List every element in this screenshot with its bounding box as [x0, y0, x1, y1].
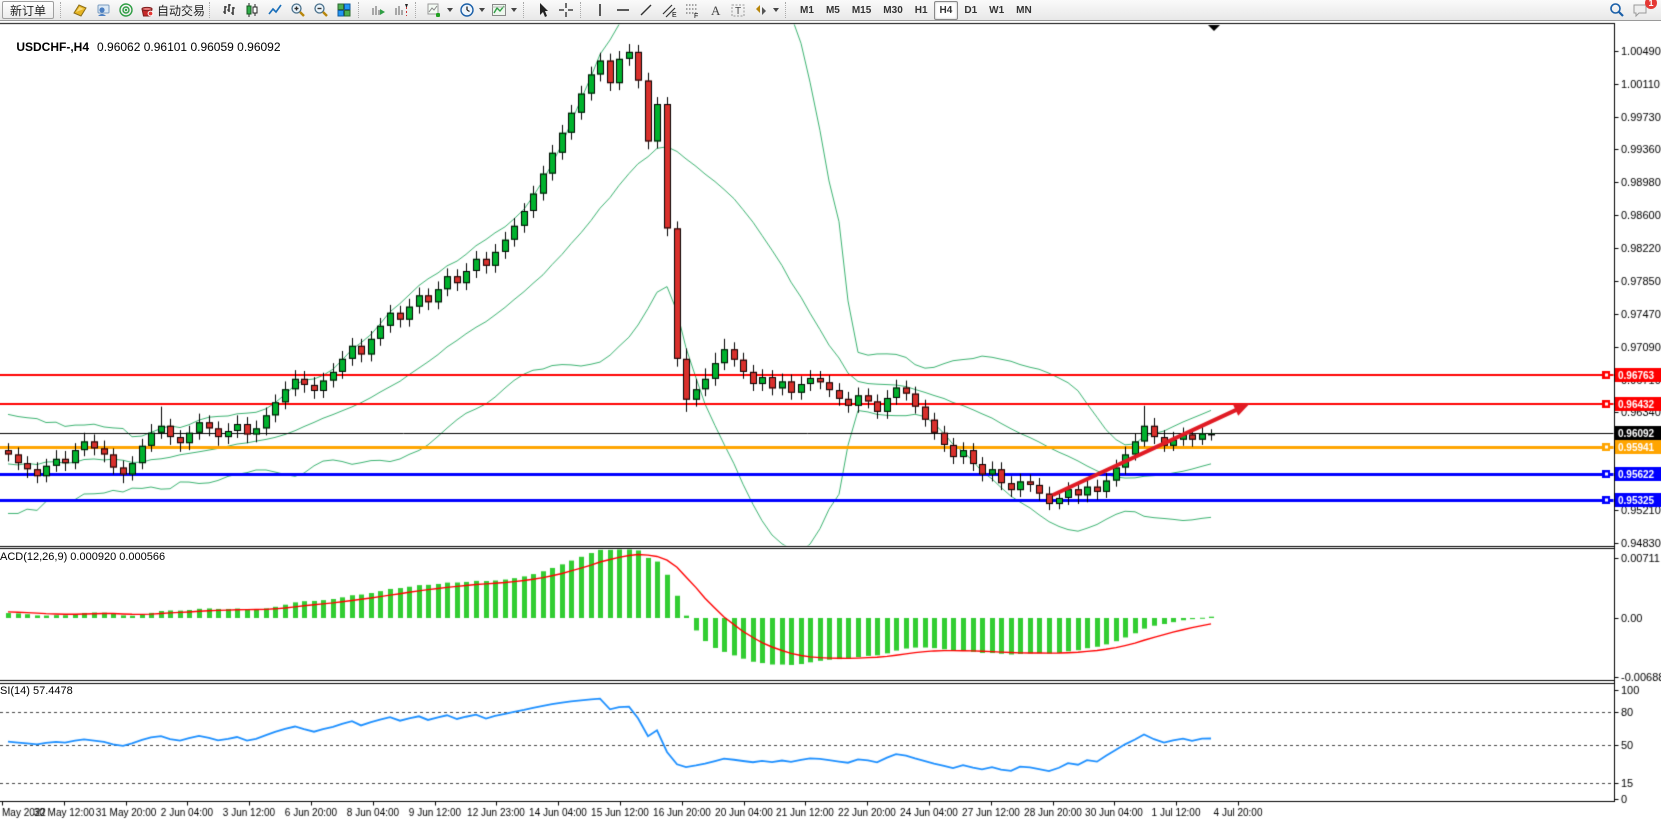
svg-text:E: E [672, 12, 677, 18]
line-chart-mode-button[interactable] [264, 0, 286, 20]
candlestick-mode-button[interactable] [241, 0, 263, 20]
toolbar-separator [358, 2, 364, 18]
zoom-in-icon [291, 3, 305, 17]
trendline-tool-button[interactable] [635, 0, 657, 20]
timeframe-button-h4[interactable]: H4 [933, 0, 959, 20]
horizontal-line-tool-button[interactable] [612, 0, 634, 20]
timeframe-button-m30[interactable]: M30 [883, 4, 903, 16]
templates-button[interactable] [488, 0, 510, 20]
community-icon [97, 4, 110, 16]
timeframe-button-h1[interactable]: H1 [914, 4, 928, 16]
auto-scroll-icon [372, 6, 386, 15]
vertical-line-tool-button[interactable] [589, 0, 611, 20]
cursor-icon [540, 3, 549, 17]
arrows-dropdown-caret[interactable] [773, 8, 780, 12]
zoom-in-button[interactable] [287, 0, 309, 20]
tile-windows-icon [337, 3, 351, 17]
timeframe-button-w1[interactable]: W1 [989, 4, 1005, 16]
toolbar-separator [209, 2, 215, 18]
indicators-button[interactable] [424, 0, 446, 20]
timeframe-switcher: M1 M5 M15 M30 H1 H4 D1 W1 MN [794, 0, 1038, 20]
chart-area [0, 21, 1661, 821]
timeframe-button-m5[interactable]: M5 [825, 4, 840, 16]
toolbar: 新订单 自动交易 [0, 0, 1661, 21]
cursor-button[interactable] [532, 0, 554, 20]
trendline-icon [640, 4, 652, 16]
candlestick-icon [246, 3, 258, 17]
svg-text:F: F [694, 13, 698, 18]
svg-text:T: T [735, 6, 741, 17]
chat-button[interactable]: 1 [1629, 0, 1657, 20]
horizontal-line-icon [617, 9, 630, 11]
auto-scroll-button[interactable] [367, 0, 389, 20]
timeframe-button-mn[interactable]: MN [1016, 4, 1032, 16]
toolbar-separator [580, 2, 586, 18]
chat-unread-badge: 1 [1645, 0, 1657, 9]
zoom-out-icon [314, 3, 328, 17]
text-tool-button[interactable]: A [704, 0, 726, 20]
autotrading-button[interactable]: 自动交易 [138, 0, 206, 20]
new-order-button[interactable]: 新订单 [2, 1, 55, 19]
crosshair-icon [559, 3, 574, 17]
bar-chart-icon [223, 4, 236, 15]
timeframe-button-m1[interactable]: M1 [800, 4, 814, 16]
chart-shift-icon [395, 4, 409, 16]
autotrading-label: 自动交易 [157, 3, 206, 18]
crosshair-button[interactable] [555, 0, 577, 20]
indicators-dropdown-caret[interactable] [447, 8, 454, 12]
metaeditor-icon [73, 4, 87, 17]
indicators-icon [427, 3, 441, 17]
text-icon: A [711, 3, 721, 18]
svg-text:A: A [711, 3, 721, 18]
fibonacci-tool-button[interactable]: F [681, 0, 703, 20]
zoom-out-button[interactable] [310, 0, 332, 20]
templates-dropdown-caret[interactable] [511, 8, 518, 12]
toolbar-separator [785, 2, 791, 18]
community-button[interactable] [92, 0, 114, 20]
toolbar-separator [523, 2, 529, 18]
search-icon [1610, 3, 1624, 17]
bar-chart-mode-button[interactable] [218, 0, 240, 20]
toolbar-separator [60, 2, 66, 18]
periods-button[interactable] [456, 0, 478, 20]
search-button[interactable] [1606, 0, 1628, 20]
vertical-line-icon [599, 4, 601, 16]
arrows-shapes-icon [756, 5, 767, 15]
arrows-tool-button[interactable] [750, 0, 772, 20]
periods-dropdown-caret[interactable] [479, 8, 486, 12]
timeframe-button-d1[interactable]: D1 [964, 4, 978, 16]
templates-icon [492, 4, 507, 16]
line-chart-icon [268, 4, 282, 15]
signals-button[interactable] [115, 0, 137, 20]
timeframe-button-m15[interactable]: M15 [851, 4, 872, 16]
equidistant-channel-icon: E [662, 4, 677, 18]
tile-windows-button[interactable] [333, 0, 355, 20]
metaeditor-button[interactable] [69, 0, 91, 20]
autotrading-icon [141, 6, 154, 17]
fibonacci-icon: F [686, 4, 698, 18]
signals-icon [119, 3, 133, 17]
chart-shift-button[interactable] [390, 0, 412, 20]
text-label-icon: T [731, 4, 745, 17]
chart-canvas[interactable] [0, 21, 1661, 821]
text-label-tool-button[interactable]: T [727, 0, 749, 20]
toolbar-separator [415, 2, 421, 18]
equidistant-channel-tool-button[interactable]: E [658, 0, 680, 20]
clock-icon [460, 3, 474, 17]
